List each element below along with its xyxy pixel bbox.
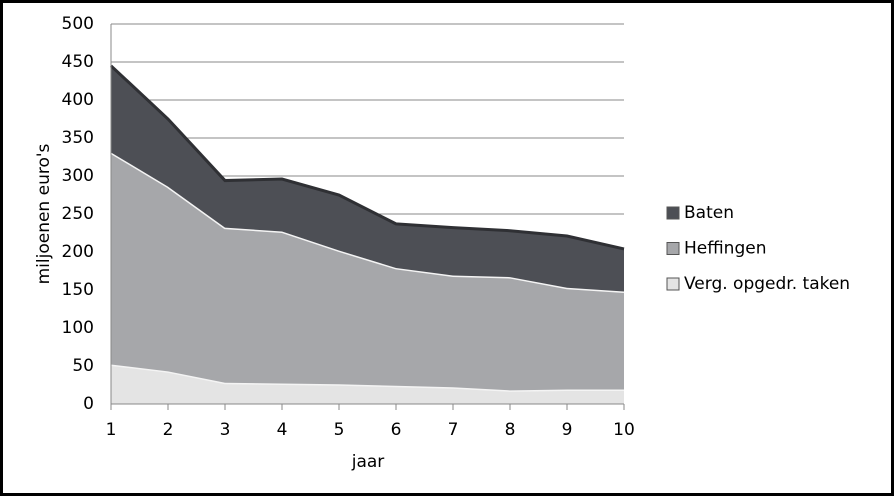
x-tick-label: 7 [448,420,459,440]
legend-label: Baten [684,203,734,223]
x-tick-label: 9 [562,420,573,440]
legend-swatch [666,242,680,255]
x-tick-label: 4 [277,420,288,440]
y-tick-label: 350 [62,128,94,148]
area [111,364,624,404]
legend-label: Verg. opgedr. taken [684,274,850,294]
legend-swatch [666,277,680,291]
area-edge [109,64,625,251]
y-tick-label: 0 [83,394,94,414]
y-tick-label: 400 [62,90,94,110]
x-tick-label: 2 [163,420,174,440]
x-tick-label: 8 [505,420,516,440]
y-tick-label: 500 [62,14,94,34]
y-tick-label: 150 [62,280,94,300]
x-tick-label: 5 [334,420,345,440]
x-tick-label: 10 [613,420,635,440]
x-axis-title: jaar [351,452,385,472]
x-tick-label: 1 [106,420,117,440]
y-tick-label: 300 [62,166,94,186]
y-tick-label: 450 [62,52,94,72]
area [111,65,624,292]
area [111,152,624,391]
legend-swatch [666,206,680,220]
y-tick-label: 200 [62,242,94,262]
y-tick-label: 100 [62,318,94,338]
y-axis-title: miljoenen euro's [34,143,54,284]
x-tick-label: 6 [391,420,402,440]
x-tick-label: 3 [220,420,231,440]
y-tick-label: 50 [72,356,94,376]
legend-label: Heffingen [684,239,766,259]
y-tick-label: 250 [62,204,94,224]
